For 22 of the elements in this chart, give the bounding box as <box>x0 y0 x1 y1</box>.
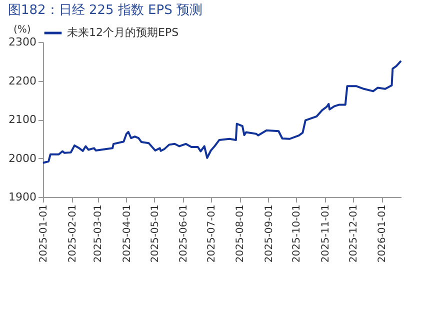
x-tick-label: 2025-02-01 <box>67 204 78 263</box>
x-tick-label: 2025-07-01 <box>206 204 218 263</box>
y-tick-label: 2100 <box>8 113 36 126</box>
y-tick-label: 2000 <box>8 152 36 165</box>
line-series <box>42 60 402 164</box>
x-tick-label: 2025-12-01 <box>348 204 360 263</box>
x-tick-label: 2025-09-01 <box>264 204 275 263</box>
y-tick-label: 2300 <box>8 36 36 48</box>
legend-label: 未来12个月的预期EPS <box>67 26 179 39</box>
x-tick-label: 2025-04-01 <box>122 204 133 263</box>
x-tick-label: 2025-01-01 <box>38 204 50 263</box>
y-axis-title: (%) <box>14 24 31 36</box>
x-tick-label: 2025-06-01 <box>178 204 190 263</box>
x-tick-label: 2025-10-01 <box>292 204 303 263</box>
chart-title: 图182：日经 225 指数 EPS 预测 <box>8 3 202 18</box>
x-tick-label: 2025-08-01 <box>235 204 246 263</box>
x-tick-label: 2026-01-01 <box>377 204 388 263</box>
x-tick-label: 2025-11-01 <box>320 204 332 263</box>
y-tick-label: 1900 <box>8 190 36 204</box>
x-tick-label: 2025-05-01 <box>150 204 161 263</box>
y-tick-label: 2200 <box>8 74 36 88</box>
x-tick-label: 2025-03-01 <box>93 204 104 263</box>
